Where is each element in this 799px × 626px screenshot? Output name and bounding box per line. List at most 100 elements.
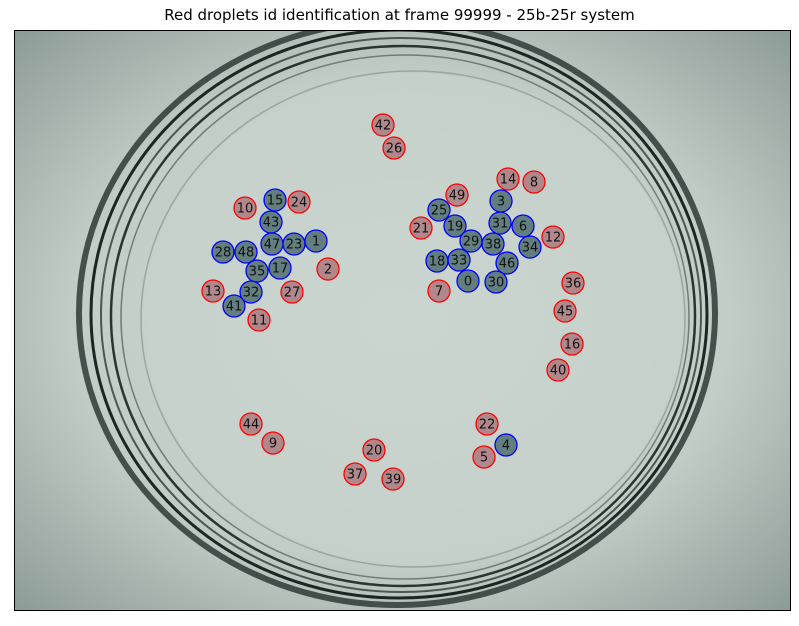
droplet-ring: [343, 462, 367, 486]
droplet-id-label: 33: [451, 254, 468, 269]
dish-ring-2: [100, 37, 702, 593]
droplet-blue-38: 38: [481, 232, 505, 256]
droplet-id-label: 29: [463, 235, 480, 250]
droplet-blue-17: 17: [268, 256, 292, 280]
droplet-ring: [427, 279, 451, 303]
droplet-id-label: 27: [284, 286, 301, 301]
droplet-ring: [472, 445, 496, 469]
droplet-ring: [427, 198, 451, 222]
dish-ring-3: [109, 44, 697, 588]
droplet-blue-33: 33: [447, 248, 471, 272]
droplet-id-label: 20: [366, 444, 383, 459]
droplet-blue-1: 1: [304, 229, 328, 253]
droplet-ring: [371, 113, 395, 137]
droplet-red-22: 22: [475, 412, 499, 436]
droplet-ring: [511, 214, 535, 238]
droplet-id-label: 43: [263, 216, 280, 231]
droplet-blue-48: 48: [234, 240, 258, 264]
droplet-id-label: 14: [500, 173, 517, 188]
droplet-ring: [488, 211, 512, 235]
dish-outer-shadow: [76, 31, 718, 608]
droplet-ring: [247, 308, 271, 332]
droplet-ring: [494, 433, 518, 457]
droplet-red-12: 12: [541, 225, 565, 249]
droplet-id-label: 7: [435, 285, 443, 300]
droplet-ring: [445, 183, 469, 207]
droplet-ring: [381, 467, 405, 491]
droplet-id-label: 41: [226, 300, 243, 315]
droplet-id-label: 2: [324, 263, 332, 278]
droplet-red-26: 26: [382, 136, 406, 160]
droplet-red-14: 14: [496, 167, 520, 191]
droplet-id-label: 28: [215, 246, 232, 261]
droplet-blue-18: 18: [425, 249, 449, 273]
droplet-blue-30: 30: [484, 270, 508, 294]
droplet-id-label: 9: [269, 437, 277, 452]
droplet-id-label: 19: [447, 220, 464, 235]
droplet-id-label: 45: [557, 305, 574, 320]
droplet-id-label: 40: [550, 364, 567, 379]
droplet-id-label: 36: [565, 277, 582, 292]
droplet-red-45: 45: [553, 299, 577, 323]
droplet-ring: [239, 280, 263, 304]
droplet-ring: [245, 259, 269, 283]
droplet-ring: [456, 269, 480, 293]
droplet-red-37: 37: [343, 462, 367, 486]
droplet-id-label: 10: [237, 202, 254, 217]
droplet-ring: [233, 196, 257, 220]
dish-ring-4: [120, 54, 690, 580]
figure-title: Red droplets id identification at frame …: [164, 6, 635, 24]
droplet-id-label: 21: [413, 222, 430, 237]
droplet-blue-35: 35: [245, 259, 269, 283]
droplet-id-label: 32: [243, 286, 260, 301]
droplet-red-5: 5: [472, 445, 496, 469]
droplet-id-label: 22: [479, 418, 496, 433]
droplet-ring: [268, 256, 292, 280]
droplet-blue-34: 34: [518, 235, 542, 259]
dish-ring-1: [89, 31, 709, 600]
droplet-blue-15: 15: [263, 188, 287, 212]
droplet-blue-46: 46: [495, 251, 519, 275]
droplet-id-label: 26: [386, 142, 403, 157]
droplet-red-42: 42: [371, 113, 395, 137]
droplet-blue-31: 31: [488, 211, 512, 235]
droplet-blue-23: 23: [282, 232, 306, 256]
droplet-id-label: 35: [249, 265, 266, 280]
droplet-ring: [496, 167, 520, 191]
droplet-blue-0: 0: [456, 269, 480, 293]
droplet-red-10: 10: [233, 196, 257, 220]
droplet-ring: [261, 431, 285, 455]
droplet-id-label: 15: [267, 194, 284, 209]
droplet-id-label: 5: [480, 451, 488, 466]
droplet-ring: [541, 225, 565, 249]
droplet-red-2: 2: [316, 257, 340, 281]
droplet-ring: [447, 248, 471, 272]
droplet-id-label: 39: [385, 473, 402, 488]
droplet-blue-32: 32: [239, 280, 263, 304]
droplet-ring: [263, 188, 287, 212]
droplet-id-label: 44: [243, 418, 260, 433]
droplet-ring: [561, 271, 585, 295]
droplet-id-label: 37: [347, 468, 364, 483]
droplet-id-label: 8: [530, 176, 538, 191]
droplet-id-label: 23: [286, 238, 303, 253]
droplet-ring: [316, 257, 340, 281]
droplet-blue-25: 25: [427, 198, 451, 222]
droplet-ring: [481, 232, 505, 256]
droplet-blue-3: 3: [489, 189, 513, 213]
droplet-red-49: 49: [445, 183, 469, 207]
droplet-ring: [495, 251, 519, 275]
droplet-blue-29: 29: [459, 229, 483, 253]
droplet-red-7: 7: [427, 279, 451, 303]
droplet-ring: [362, 438, 386, 462]
droplet-id-label: 3: [497, 195, 505, 210]
droplet-ring: [409, 216, 433, 240]
droplet-id-label: 38: [485, 238, 502, 253]
dish-inner-area: [143, 73, 683, 565]
droplet-id-label: 1: [312, 235, 320, 250]
droplet-id-label: 12: [545, 231, 562, 246]
droplet-red-20: 20: [362, 438, 386, 462]
droplet-id-label: 24: [291, 196, 308, 211]
